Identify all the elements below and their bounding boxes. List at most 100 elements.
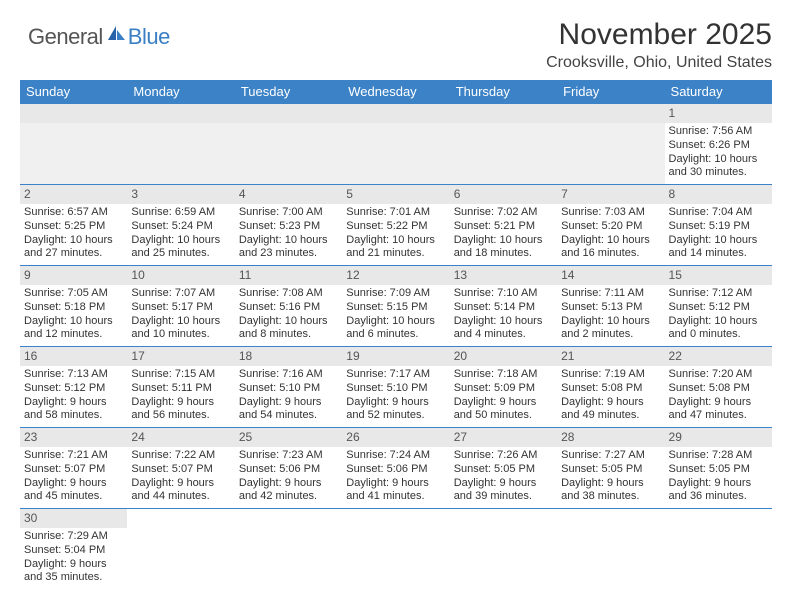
day-detail-cell <box>127 123 234 185</box>
day-number-cell <box>235 509 342 529</box>
day-header: Monday <box>127 80 234 104</box>
day-sr: Sunrise: 7:07 AM <box>131 287 230 301</box>
day-number-cell: 12 <box>342 266 449 286</box>
day-d1: Daylight: 10 hours <box>239 315 338 329</box>
day-detail-cell: Sunrise: 7:00 AMSunset: 5:23 PMDaylight:… <box>235 204 342 266</box>
day-d2: and 2 minutes. <box>561 328 660 342</box>
day-sr: Sunrise: 7:19 AM <box>561 368 660 382</box>
day-header: Saturday <box>665 80 772 104</box>
day-detail-cell: Sunrise: 7:29 AMSunset: 5:04 PMDaylight:… <box>20 528 127 589</box>
day-number-cell: 15 <box>665 266 772 286</box>
week-daynum-row: 2345678 <box>20 185 772 205</box>
day-d1: Daylight: 10 hours <box>346 234 445 248</box>
logo: General Blue <box>20 18 170 50</box>
day-number-cell: 10 <box>127 266 234 286</box>
day-ss: Sunset: 5:24 PM <box>131 220 230 234</box>
day-d2: and 36 minutes. <box>669 490 768 504</box>
day-detail-cell: Sunrise: 7:09 AMSunset: 5:15 PMDaylight:… <box>342 285 449 347</box>
day-sr: Sunrise: 7:05 AM <box>24 287 123 301</box>
day-d2: and 16 minutes. <box>561 247 660 261</box>
day-detail-cell <box>342 123 449 185</box>
day-ss: Sunset: 5:14 PM <box>454 301 553 315</box>
week-detail-row: Sunrise: 7:56 AMSunset: 6:26 PMDaylight:… <box>20 123 772 185</box>
day-detail-cell: Sunrise: 7:19 AMSunset: 5:08 PMDaylight:… <box>557 366 664 428</box>
day-sr: Sunrise: 7:10 AM <box>454 287 553 301</box>
day-d2: and 10 minutes. <box>131 328 230 342</box>
day-sr: Sunrise: 7:56 AM <box>669 125 768 139</box>
day-detail-cell: Sunrise: 7:20 AMSunset: 5:08 PMDaylight:… <box>665 366 772 428</box>
day-d2: and 18 minutes. <box>454 247 553 261</box>
day-detail-cell: Sunrise: 7:11 AMSunset: 5:13 PMDaylight:… <box>557 285 664 347</box>
day-ss: Sunset: 5:08 PM <box>561 382 660 396</box>
day-ss: Sunset: 5:15 PM <box>346 301 445 315</box>
day-d1: Daylight: 9 hours <box>24 396 123 410</box>
day-d2: and 6 minutes. <box>346 328 445 342</box>
day-ss: Sunset: 5:12 PM <box>669 301 768 315</box>
day-number-cell <box>127 104 234 124</box>
day-detail-cell: Sunrise: 7:12 AMSunset: 5:12 PMDaylight:… <box>665 285 772 347</box>
day-detail-cell: Sunrise: 7:03 AMSunset: 5:20 PMDaylight:… <box>557 204 664 266</box>
week-daynum-row: 23242526272829 <box>20 428 772 448</box>
week-detail-row: Sunrise: 7:05 AMSunset: 5:18 PMDaylight:… <box>20 285 772 347</box>
day-header: Tuesday <box>235 80 342 104</box>
day-sr: Sunrise: 7:22 AM <box>131 449 230 463</box>
day-header-row: Sunday Monday Tuesday Wednesday Thursday… <box>20 80 772 104</box>
day-ss: Sunset: 5:07 PM <box>131 463 230 477</box>
day-d1: Daylight: 10 hours <box>669 153 768 167</box>
day-detail-cell <box>557 528 664 589</box>
day-header: Friday <box>557 80 664 104</box>
day-d1: Daylight: 9 hours <box>24 477 123 491</box>
day-ss: Sunset: 5:10 PM <box>346 382 445 396</box>
day-number-cell: 3 <box>127 185 234 205</box>
location: Crooksville, Ohio, United States <box>546 54 772 72</box>
day-sr: Sunrise: 7:29 AM <box>24 530 123 544</box>
week-detail-row: Sunrise: 6:57 AMSunset: 5:25 PMDaylight:… <box>20 204 772 266</box>
day-detail-cell: Sunrise: 7:10 AMSunset: 5:14 PMDaylight:… <box>450 285 557 347</box>
day-ss: Sunset: 5:11 PM <box>131 382 230 396</box>
day-d1: Daylight: 9 hours <box>346 477 445 491</box>
day-d1: Daylight: 10 hours <box>24 315 123 329</box>
day-ss: Sunset: 5:13 PM <box>561 301 660 315</box>
day-d1: Daylight: 9 hours <box>239 477 338 491</box>
day-d1: Daylight: 9 hours <box>454 477 553 491</box>
day-d1: Daylight: 9 hours <box>131 477 230 491</box>
day-ss: Sunset: 5:06 PM <box>239 463 338 477</box>
day-d2: and 14 minutes. <box>669 247 768 261</box>
day-number-cell: 11 <box>235 266 342 286</box>
day-number-cell: 17 <box>127 347 234 367</box>
day-sr: Sunrise: 7:12 AM <box>669 287 768 301</box>
day-d1: Daylight: 10 hours <box>669 234 768 248</box>
day-d2: and 8 minutes. <box>239 328 338 342</box>
day-d2: and 27 minutes. <box>24 247 123 261</box>
day-ss: Sunset: 5:07 PM <box>24 463 123 477</box>
day-number-cell: 16 <box>20 347 127 367</box>
day-d2: and 58 minutes. <box>24 409 123 423</box>
day-detail-cell <box>20 123 127 185</box>
day-d1: Daylight: 9 hours <box>561 396 660 410</box>
day-d1: Daylight: 10 hours <box>561 315 660 329</box>
day-d1: Daylight: 10 hours <box>346 315 445 329</box>
day-d1: Daylight: 10 hours <box>239 234 338 248</box>
day-number-cell <box>127 509 234 529</box>
day-number-cell: 28 <box>557 428 664 448</box>
day-d2: and 12 minutes. <box>24 328 123 342</box>
day-number-cell: 21 <box>557 347 664 367</box>
day-d2: and 30 minutes. <box>669 166 768 180</box>
day-detail-cell: Sunrise: 7:04 AMSunset: 5:19 PMDaylight:… <box>665 204 772 266</box>
day-d2: and 4 minutes. <box>454 328 553 342</box>
day-d2: and 52 minutes. <box>346 409 445 423</box>
day-detail-cell <box>450 123 557 185</box>
day-d2: and 0 minutes. <box>669 328 768 342</box>
day-number-cell: 25 <box>235 428 342 448</box>
day-d2: and 44 minutes. <box>131 490 230 504</box>
day-sr: Sunrise: 7:08 AM <box>239 287 338 301</box>
day-header: Sunday <box>20 80 127 104</box>
day-detail-cell: Sunrise: 6:57 AMSunset: 5:25 PMDaylight:… <box>20 204 127 266</box>
day-detail-cell: Sunrise: 7:17 AMSunset: 5:10 PMDaylight:… <box>342 366 449 428</box>
day-sr: Sunrise: 7:23 AM <box>239 449 338 463</box>
day-sr: Sunrise: 7:24 AM <box>346 449 445 463</box>
day-d1: Daylight: 9 hours <box>454 396 553 410</box>
day-number-cell: 30 <box>20 509 127 529</box>
day-ss: Sunset: 5:20 PM <box>561 220 660 234</box>
day-d1: Daylight: 10 hours <box>131 234 230 248</box>
